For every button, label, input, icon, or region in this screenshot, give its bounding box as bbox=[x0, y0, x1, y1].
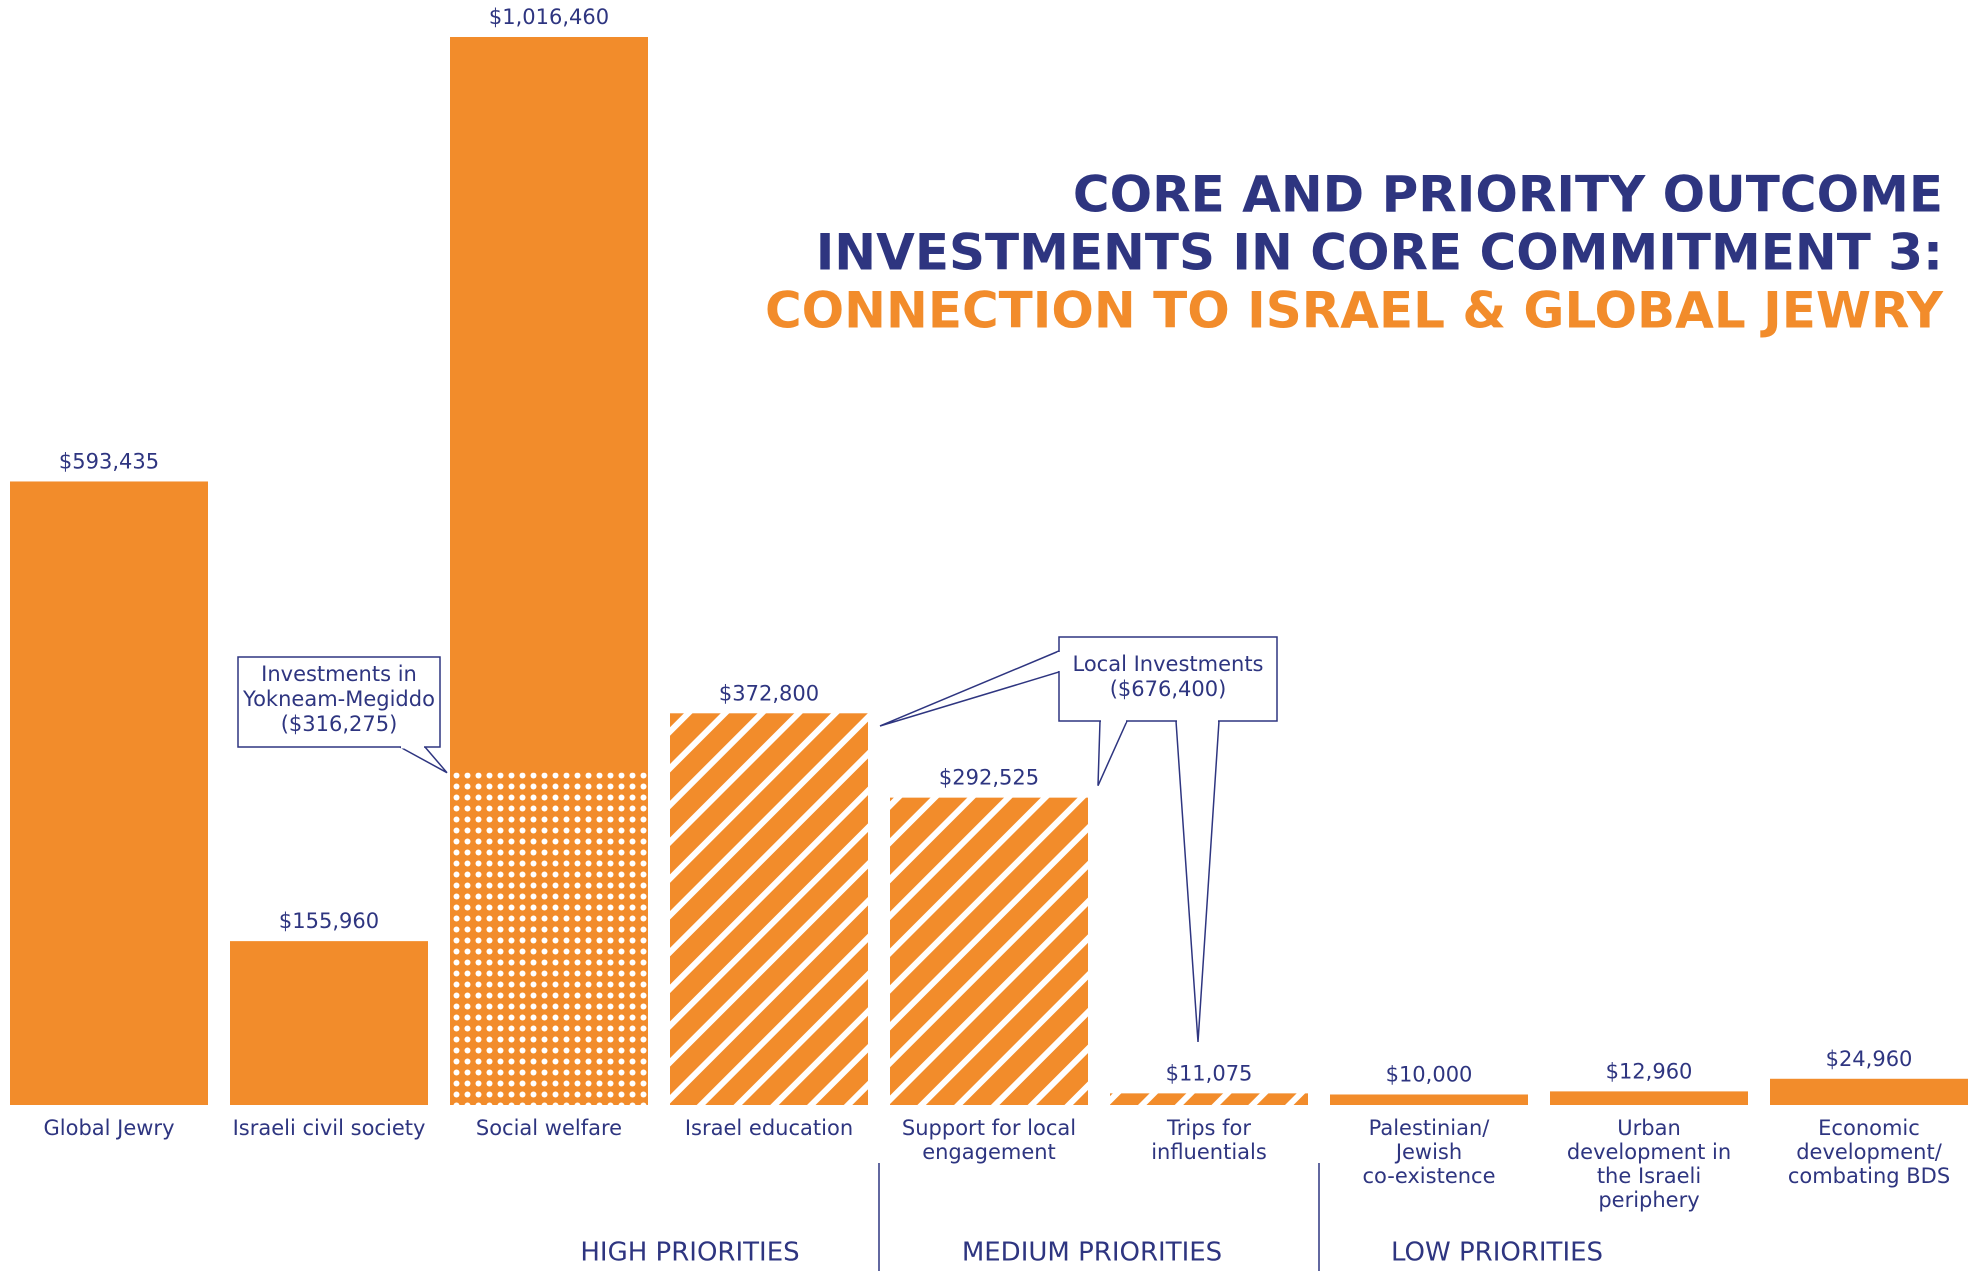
x-tick-label: Israeli civil society bbox=[233, 1116, 426, 1140]
x-tick-label: combating BDS bbox=[1788, 1164, 1950, 1188]
value-label: $155,960 bbox=[279, 909, 379, 933]
group-label: MEDIUM PRIORITIES bbox=[962, 1238, 1222, 1268]
callout-text: ($676,400) bbox=[1110, 677, 1227, 701]
x-tick-label: Support for local bbox=[902, 1116, 1076, 1140]
callout-text: Local Investments bbox=[1073, 652, 1264, 676]
callout bbox=[1175, 720, 1220, 1043]
callout-box bbox=[237, 656, 441, 748]
value-label: $11,075 bbox=[1166, 1061, 1253, 1085]
group-label: HIGH PRIORITIES bbox=[580, 1238, 799, 1268]
callout bbox=[1097, 720, 1129, 786]
value-label: $10,000 bbox=[1386, 1062, 1473, 1086]
value-label: $1,016,460 bbox=[489, 5, 609, 29]
x-tick-label: Social welfare bbox=[476, 1116, 622, 1140]
chart-title: INVESTMENTS IN CORE COMMITMENT 3: bbox=[816, 224, 1943, 282]
bar bbox=[1770, 1078, 1968, 1105]
value-label: $372,800 bbox=[719, 681, 819, 705]
callout-text: ($316,275) bbox=[281, 712, 398, 736]
bar bbox=[10, 481, 208, 1106]
value-label: $292,525 bbox=[939, 766, 1039, 790]
x-tick-label: development/ bbox=[1796, 1140, 1943, 1164]
x-tick-label: development in bbox=[1567, 1140, 1731, 1164]
x-tick-label: engagement bbox=[922, 1140, 1056, 1164]
callout bbox=[399, 746, 448, 774]
x-tick-label: Israel education bbox=[685, 1116, 853, 1140]
x-tick-label: Urban bbox=[1617, 1116, 1681, 1140]
x-tick-label: periphery bbox=[1598, 1188, 1699, 1212]
callout-text: Yokneam-Megiddo bbox=[242, 687, 435, 711]
bar bbox=[1110, 1093, 1308, 1105]
value-label: $12,960 bbox=[1606, 1059, 1693, 1083]
x-tick-label: Jewish bbox=[1394, 1140, 1462, 1164]
bar bbox=[890, 797, 1088, 1105]
x-tick-label: Palestinian/ bbox=[1369, 1116, 1491, 1140]
bar bbox=[230, 941, 428, 1105]
bar bbox=[1550, 1091, 1748, 1105]
bar bbox=[670, 713, 868, 1105]
value-label: $24,960 bbox=[1826, 1047, 1913, 1071]
chart-title: CONNECTION TO ISRAEL & GLOBAL JEWRY bbox=[765, 282, 1944, 340]
value-label: $593,435 bbox=[59, 449, 159, 473]
callout-text: Investments in bbox=[261, 662, 417, 686]
group-label: LOW PRIORITIES bbox=[1391, 1238, 1603, 1268]
callout bbox=[879, 649, 1060, 727]
x-tick-label: Economic bbox=[1818, 1116, 1920, 1140]
x-tick-label: the Israeli bbox=[1597, 1164, 1701, 1188]
x-tick-label: co-existence bbox=[1362, 1164, 1495, 1188]
x-tick-label: influentials bbox=[1151, 1140, 1267, 1164]
chart-title: CORE AND PRIORITY OUTCOME bbox=[1073, 166, 1943, 224]
x-tick-label: Global Jewry bbox=[43, 1116, 174, 1140]
x-tick-label: Trips for bbox=[1166, 1116, 1251, 1140]
bar bbox=[1330, 1094, 1528, 1105]
callout-box bbox=[1058, 636, 1278, 722]
highlight-segment bbox=[450, 772, 648, 1105]
